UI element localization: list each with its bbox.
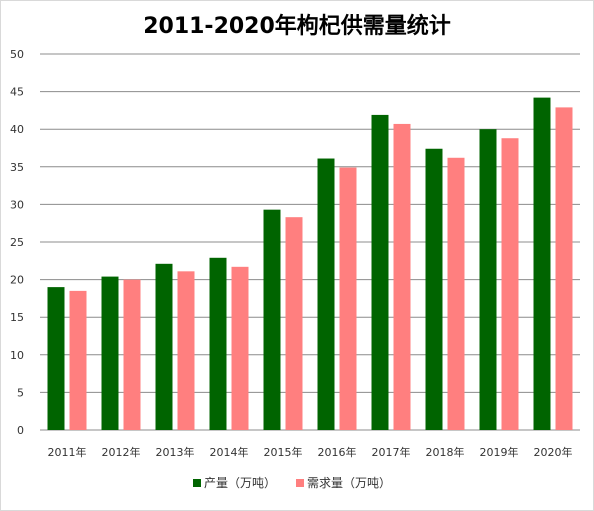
x-axis-ticks: 2011年 2012年 2013年 2014年 2015年 2016年 2017年 2018年… — [48, 445, 573, 459]
y-tick-label: 0 — [17, 424, 24, 437]
bar — [533, 97, 551, 430]
bar — [263, 209, 281, 430]
bar — [47, 287, 65, 430]
x-tick-label: 2016年 — [318, 445, 357, 459]
y-tick-label: 40 — [10, 123, 24, 136]
bar — [317, 158, 335, 430]
x-tick-label: 2017年 — [372, 445, 411, 459]
legend-label: 需求量（万吨） — [307, 476, 391, 490]
bar — [209, 257, 227, 430]
legend: 产量（万吨） 需求量（万吨） — [193, 476, 391, 490]
bar — [177, 271, 195, 430]
x-tick-label: 2012年 — [102, 445, 141, 459]
bar — [479, 129, 497, 430]
bar — [285, 217, 303, 430]
bar — [231, 266, 249, 430]
bar — [393, 123, 411, 430]
bar — [339, 167, 357, 430]
bar — [101, 276, 119, 430]
y-tick-label: 20 — [10, 274, 24, 287]
y-tick-label: 15 — [10, 311, 24, 324]
y-tick-label: 45 — [10, 86, 24, 99]
legend-label: 产量（万吨） — [204, 476, 276, 490]
y-tick-label: 50 — [10, 48, 24, 61]
x-tick-label: 2013年 — [156, 445, 195, 459]
y-tick-label: 25 — [10, 236, 24, 249]
bar — [123, 279, 141, 430]
x-tick-label: 2011年 — [48, 445, 87, 459]
x-tick-label: 2019年 — [480, 445, 519, 459]
bar — [425, 148, 443, 430]
bar — [371, 114, 389, 431]
gridlines — [40, 53, 580, 431]
y-tick-label: 30 — [10, 198, 24, 211]
y-axis-ticks: 0 5 10 15 20 25 30 35 40 45 50 — [10, 48, 24, 437]
bar — [69, 290, 87, 430]
y-tick-label: 10 — [10, 349, 24, 362]
x-tick-label: 2020年 — [534, 445, 573, 459]
chart-title: 2011-2020年枸杞供需量统计 — [143, 14, 451, 39]
x-tick-label: 2015年 — [264, 445, 303, 459]
x-tick-label: 2018年 — [426, 445, 465, 459]
bar — [555, 107, 573, 430]
legend-swatch — [296, 479, 304, 487]
legend-swatch — [193, 479, 201, 487]
x-tick-label: 2014年 — [210, 445, 249, 459]
bar — [155, 263, 173, 430]
y-tick-label: 35 — [10, 161, 24, 174]
y-tick-label: 5 — [17, 386, 24, 399]
bar — [447, 157, 465, 430]
bars — [47, 97, 573, 431]
bar — [501, 138, 519, 430]
